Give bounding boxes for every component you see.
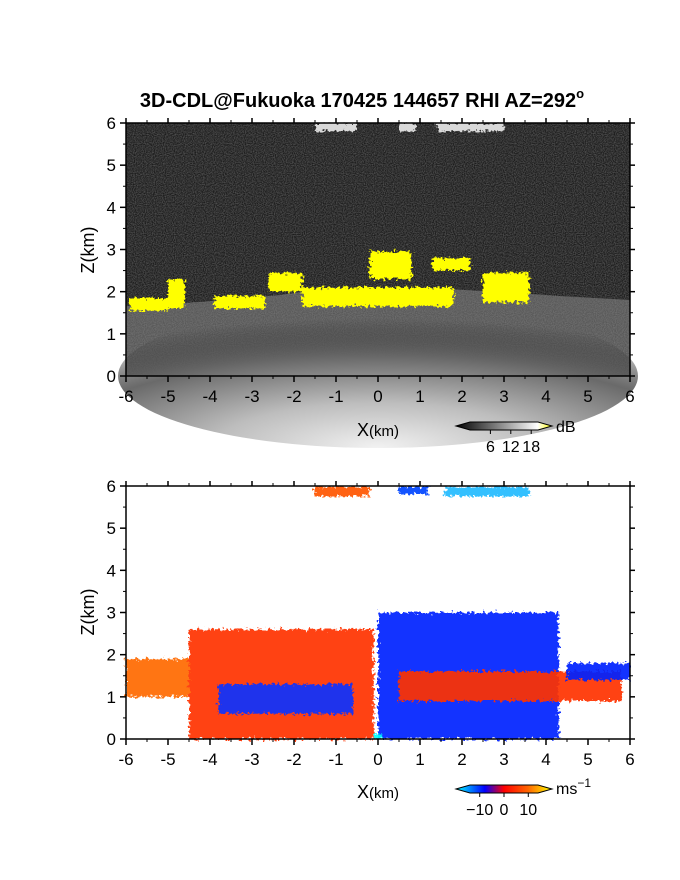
velocity-x-tick-label: 6 (625, 750, 634, 769)
reflectivity-x-tick-label: 6 (625, 387, 634, 406)
velocity-x-tick-label: -2 (286, 750, 301, 769)
velocity-x-tick-label: 4 (541, 750, 550, 769)
velocity-colorbar: −10 0 10 ms−1 (454, 776, 591, 819)
reflectivity-y-tick-label: 5 (107, 156, 116, 175)
reflectivity-feature-2 (168, 279, 185, 309)
velocity-feature-9 (445, 486, 530, 497)
reflectivity-x-tick-label: -1 (328, 387, 343, 406)
velocity-x-tick-label: 0 (373, 750, 382, 769)
velocity-x-tick-label: -6 (118, 750, 133, 769)
velocity-feature-8 (399, 486, 429, 495)
reflectivity-x-tick-label: 1 (415, 387, 424, 406)
reflectivity-feature-7 (432, 257, 471, 271)
velocity-colorbar-tick-label: 10 (519, 802, 537, 819)
velocity-feature-3 (218, 684, 353, 714)
reflectivity-y-tick-label: 3 (107, 241, 116, 260)
figure-title: 3D-CDL@Fukuoka 170425 144657 RHI AZ=292o (140, 86, 584, 112)
reflectivity-feature-9 (315, 123, 357, 132)
velocity-y-tick-label: 0 (107, 730, 116, 749)
reflectivity-y-ticks: 0 1 2 3 4 5 6 (107, 114, 635, 386)
reflectivity-feature-3 (214, 295, 265, 309)
velocity-y-ticks: 0 1 2 3 4 5 6 (107, 477, 635, 749)
reflectivity-colorbar-tick-label: 12 (502, 439, 520, 456)
velocity-features (126, 486, 630, 739)
velocity-y-tick-label: 3 (107, 604, 116, 623)
reflectivity-x-tick-label: 4 (541, 387, 550, 406)
velocity-y-tick-label: 5 (107, 519, 116, 538)
reflectivity-x-tick-label: 5 (583, 387, 592, 406)
reflectivity-x-tick-label: -6 (118, 387, 133, 406)
reflectivity-y-tick-label: 1 (107, 325, 116, 344)
reflectivity-y-tick-label: 2 (107, 283, 116, 302)
velocity-x-tick-label: 1 (415, 750, 424, 769)
reflectivity-colorbar-tick-label: 6 (486, 439, 495, 456)
reflectivity-y-tick-label: 4 (107, 198, 116, 217)
reflectivity-feature-10 (399, 123, 416, 132)
reflectivity-feature-5 (302, 287, 454, 307)
velocity-x-tick-label: -3 (244, 750, 259, 769)
velocity-x-tick-label: -4 (202, 750, 217, 769)
velocity-x-tick-label: 2 (457, 750, 466, 769)
reflectivity-feature-6 (369, 251, 412, 279)
velocity-y-tick-label: 4 (107, 561, 116, 580)
velocity-plot-area (126, 486, 630, 739)
reflectivity-plot-area (118, 123, 638, 448)
reflectivity-x-tick-label: 0 (373, 387, 382, 406)
velocity-colorbar-unit: ms−1 (556, 776, 591, 798)
reflectivity-x-tick-label: 3 (499, 387, 508, 406)
reflectivity-x-tick-label: -5 (160, 387, 175, 406)
reflectivity-feature-1 (130, 298, 168, 311)
reflectivity-features (130, 123, 530, 311)
reflectivity-y-tick-label: 6 (107, 114, 116, 133)
reflectivity-colorbar-bar (454, 421, 554, 431)
velocity-x-tick-label: -1 (328, 750, 343, 769)
velocity-colorbar-tick-label: 0 (500, 802, 509, 819)
velocity-colorbar-tick-label: −10 (466, 802, 493, 819)
reflectivity-x-tick-label: -4 (202, 387, 217, 406)
velocity-feature-7 (315, 486, 370, 497)
reflectivity-feature-11 (436, 123, 504, 132)
velocity-y-tick-label: 1 (107, 688, 116, 707)
reflectivity-x-ticks: -6 -5 -4 -3 -2 -1 0 1 2 3 4 5 6 (118, 118, 635, 406)
reflectivity-colorbar: 6 12 18 dB (454, 419, 576, 456)
velocity-feature-6 (567, 663, 630, 680)
velocity-feature-1 (126, 658, 189, 697)
reflectivity-y-axis-label: Z(km) (78, 227, 98, 274)
velocity-y-axis-label: Z(km) (78, 589, 98, 636)
reflectivity-feature-8 (483, 272, 530, 303)
reflectivity-colorbar-tick-label: 18 (522, 439, 540, 456)
reflectivity-x-axis-label: X(km) (357, 420, 399, 440)
velocity-x-ticks: -6 -5 -4 -3 -2 -1 0 1 2 3 4 5 6 (118, 481, 635, 769)
velocity-x-axis-label: X(km) (357, 782, 399, 802)
reflectivity-y-tick-label: 0 (107, 367, 116, 386)
velocity-y-tick-label: 2 (107, 646, 116, 665)
reflectivity-colorbar-unit: dB (556, 419, 576, 436)
velocity-feature-10 (373, 733, 383, 739)
reflectivity-x-tick-label: 2 (457, 387, 466, 406)
reflectivity-x-tick-label: -2 (286, 387, 301, 406)
reflectivity-x-tick-label: -3 (244, 387, 259, 406)
reflectivity-feature-4 (268, 272, 303, 292)
velocity-colorbar-bar (454, 784, 554, 794)
velocity-x-tick-label: 3 (499, 750, 508, 769)
velocity-y-tick-label: 6 (107, 477, 116, 496)
velocity-x-tick-label: 5 (583, 750, 592, 769)
velocity-x-tick-label: -5 (160, 750, 175, 769)
